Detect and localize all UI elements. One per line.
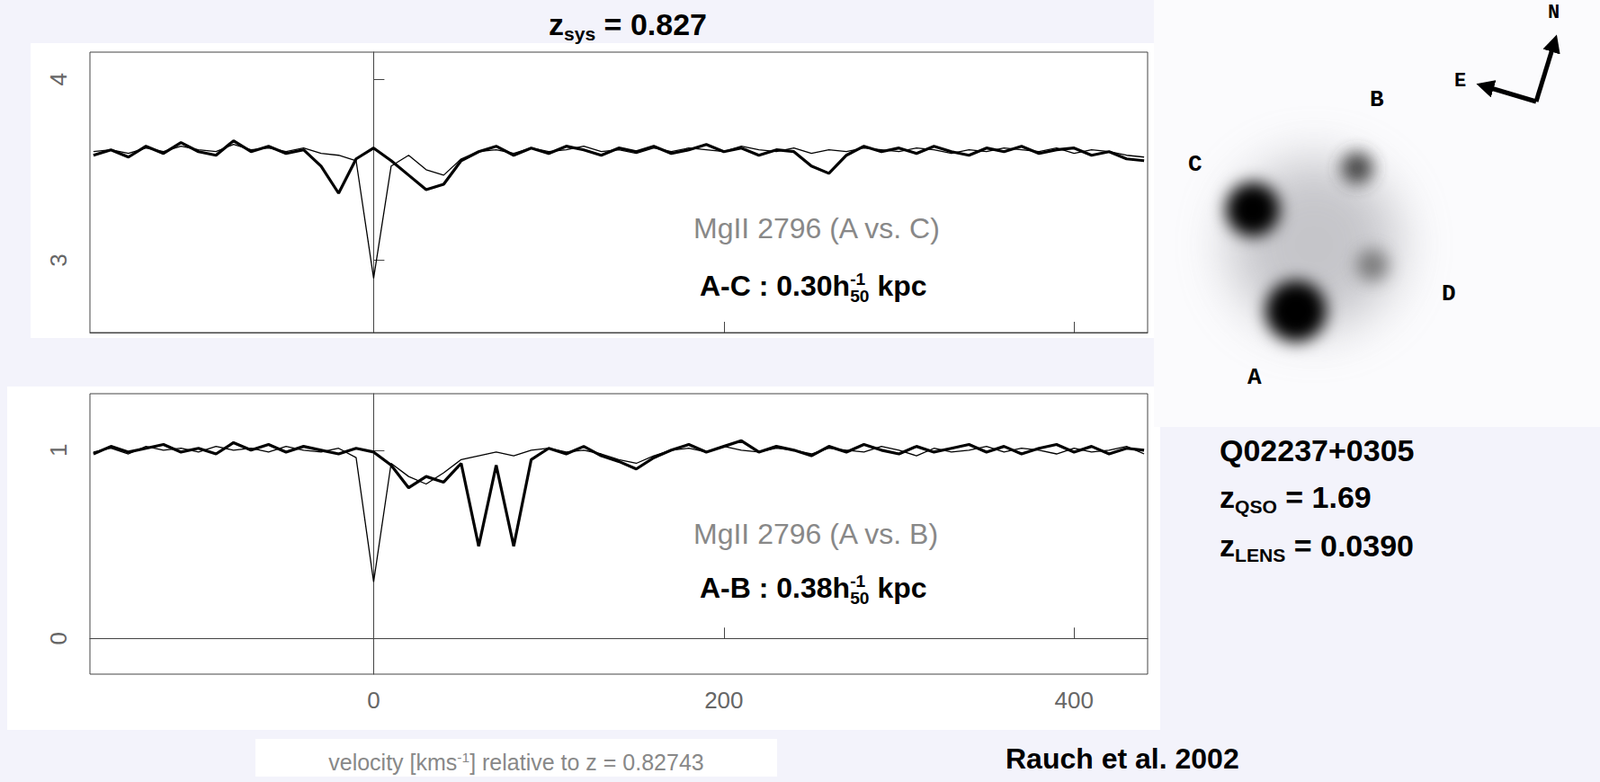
html-text:N: N [1547,1,1560,25]
html-text:C: C [1188,151,1203,179]
html-text:Rauch et al. 2002: Rauch et al. 2002 [1005,742,1240,776]
svg-text:400: 400 [1054,687,1094,715]
html-text:MgII 2796 (A vs. B): MgII 2796 (A vs. B) [693,518,939,551]
html-text:A-B : 0.38h-1: A-B : 0.38h-1 [699,572,866,605]
svg-text:4: 4 [44,72,72,86]
html-text:A-C : 0.30h-1: A-C : 0.30h-1 [699,269,866,303]
svg-text:1: 1 [44,444,72,457]
html-text:velocity [kms-1] relative to z: velocity [kms-1] relative to z = 0.82743 [328,750,704,776]
svg-text:3: 3 [44,253,72,267]
html-text:zsys= 0.827: zsys= 0.827 [548,7,707,45]
html-text:50kpc: 50kpc [850,269,927,306]
html-text:MgII 2796 (A vs. C): MgII 2796 (A vs. C) [693,212,940,245]
html-text:50kpc: 50kpc [850,572,927,608]
html-text:Q02237+0305: Q02237+0305 [1219,433,1415,468]
html-text:A: A [1247,364,1262,392]
svg-text:0: 0 [44,632,72,645]
html-text:zLENS= 0.0390: zLENS= 0.0390 [1219,528,1414,566]
html-text:E: E [1454,70,1467,93]
html-text:zQSO= 1.69: zQSO= 1.69 [1219,480,1372,518]
html-text:B: B [1369,86,1384,114]
html-text:D: D [1441,280,1456,308]
svg-text:0: 0 [366,687,380,715]
svg-text:200: 200 [704,687,743,715]
